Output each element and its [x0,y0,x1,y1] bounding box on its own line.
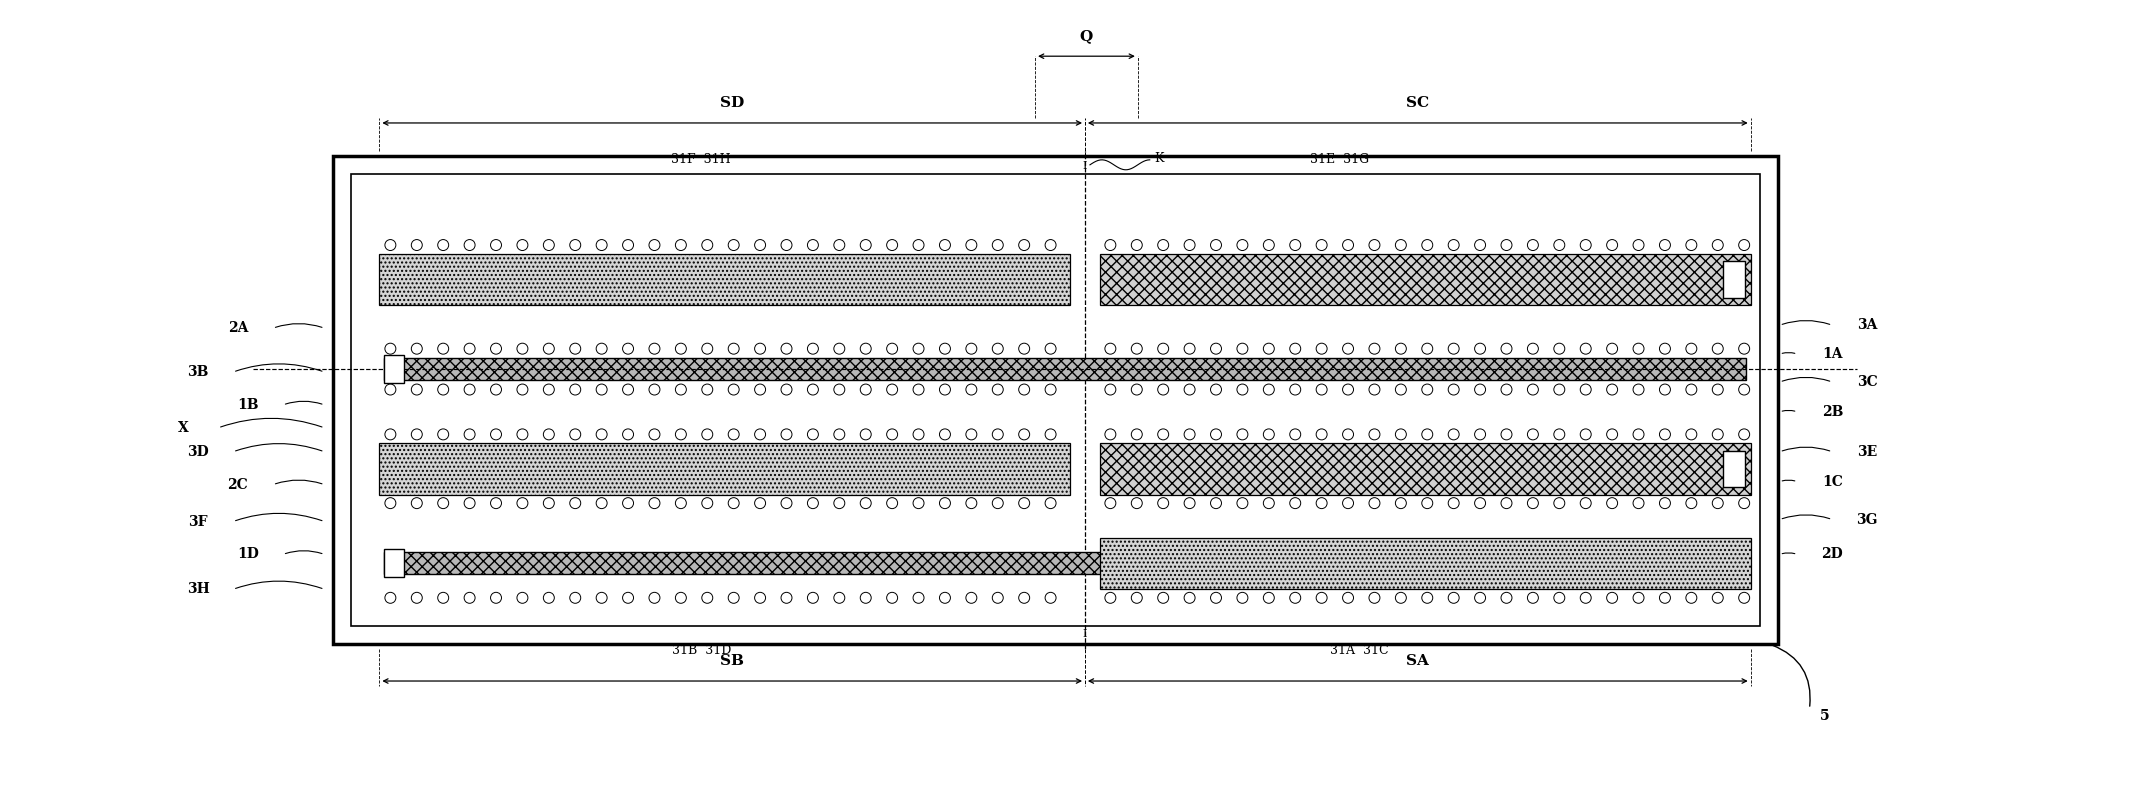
Text: 3B: 3B [187,365,208,379]
Text: Q: Q [1080,30,1093,43]
Text: 1C: 1C [1822,474,1843,489]
Bar [350,174,1759,626]
Bar [384,553,1746,574]
Text: SD: SD [720,96,745,110]
Text: 31B  31D: 31B 31D [672,644,730,657]
Bar [384,358,1746,380]
Text: I: I [1083,161,1087,170]
Text: K: K [1156,152,1164,166]
Bar [384,355,404,383]
Text: SC: SC [1407,96,1428,110]
Bar [380,254,1070,306]
Text: 2D: 2D [1822,547,1843,562]
Bar [1723,262,1744,298]
Text: 3E: 3E [1858,445,1877,459]
Text: 3C: 3C [1856,375,1877,389]
Text: 2A: 2A [228,322,249,335]
Text: 31A  31C: 31A 31C [1330,644,1388,657]
Text: I: I [1083,629,1087,639]
Text: 3G: 3G [1856,513,1877,526]
Text: 1A: 1A [1822,347,1843,361]
Bar [333,156,1779,644]
Text: 3F: 3F [189,514,208,529]
Text: 2B: 2B [1822,405,1843,419]
Bar [1100,443,1751,494]
Bar [380,443,1070,494]
Bar [1100,254,1751,306]
Text: 1B: 1B [236,398,258,412]
Text: 31F  31H: 31F 31H [672,153,730,166]
Text: SB: SB [720,654,743,668]
Text: 3A: 3A [1858,318,1877,332]
Text: 3D: 3D [187,445,208,459]
Text: 2C: 2C [228,478,249,492]
Text: SA: SA [1407,654,1428,668]
Text: 1D: 1D [236,547,258,562]
Text: 3H: 3H [187,582,208,596]
Text: 31E  31G: 31E 31G [1310,153,1368,166]
Bar [384,550,404,578]
Text: 5: 5 [1819,709,1830,723]
Bar [1100,538,1751,590]
Bar [1723,450,1744,487]
Text: X: X [178,421,189,435]
